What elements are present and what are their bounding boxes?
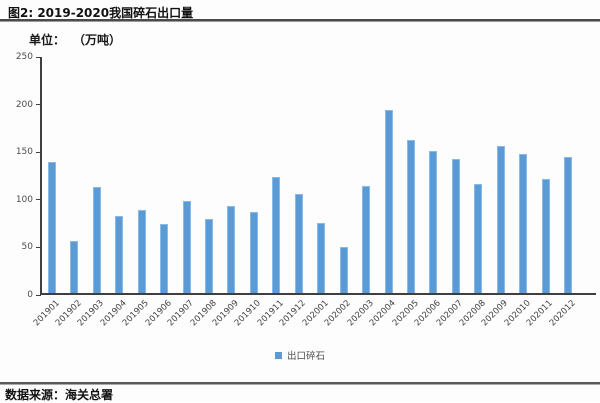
bar [317, 222, 326, 293]
bar [451, 158, 460, 293]
title-divider [0, 19, 600, 22]
bar [227, 206, 236, 293]
bar [137, 210, 146, 293]
unit-value: （万吨） [79, 33, 122, 47]
bar [294, 194, 303, 293]
y-axis-tick [36, 151, 41, 153]
y-axis-tick [36, 246, 41, 248]
bar [384, 110, 393, 293]
y-axis-label: 100 [15, 194, 33, 205]
bar [474, 184, 483, 293]
bar [519, 154, 528, 293]
source-divider [0, 382, 600, 385]
bar [48, 161, 56, 293]
unit-prefix: 单位： [29, 33, 66, 47]
bar [115, 215, 124, 293]
bar [70, 240, 79, 293]
plot-area [40, 57, 596, 295]
bar [429, 151, 438, 293]
figure-title: 图2: 2019-2020我国碎石出口量 [8, 6, 194, 20]
y-axis-label: 0 [27, 290, 33, 300]
bar-chart: 0 50 100 150 200 250 201901 201902 201903 201904… [15, 52, 596, 328]
legend-swatch-icon [274, 351, 282, 359]
y-axis-label: 250 [15, 52, 33, 62]
data-source: 数据来源：海关总署 [5, 388, 114, 402]
unit-label: 单位： （万吨） [29, 31, 121, 48]
y-axis-tick [36, 199, 41, 201]
y-axis-label: 150 [15, 147, 33, 158]
bar [339, 247, 348, 293]
chart-legend: 出口碎石 [0, 348, 600, 362]
bar [564, 156, 572, 293]
bar [362, 186, 371, 293]
y-axis-label: 200 [15, 99, 33, 110]
bar [406, 139, 415, 293]
y-axis-tick [36, 294, 41, 296]
y-axis-tick [36, 56, 41, 58]
bar [541, 178, 550, 293]
bar [496, 146, 505, 293]
bar [92, 187, 101, 293]
bar [272, 176, 281, 293]
legend-label: 出口碎石 [286, 351, 325, 362]
y-axis-tick [36, 104, 41, 106]
bar [182, 200, 191, 293]
y-axis-label: 50 [21, 242, 33, 253]
bar [160, 224, 169, 293]
bar [205, 218, 214, 293]
bar [249, 212, 258, 293]
